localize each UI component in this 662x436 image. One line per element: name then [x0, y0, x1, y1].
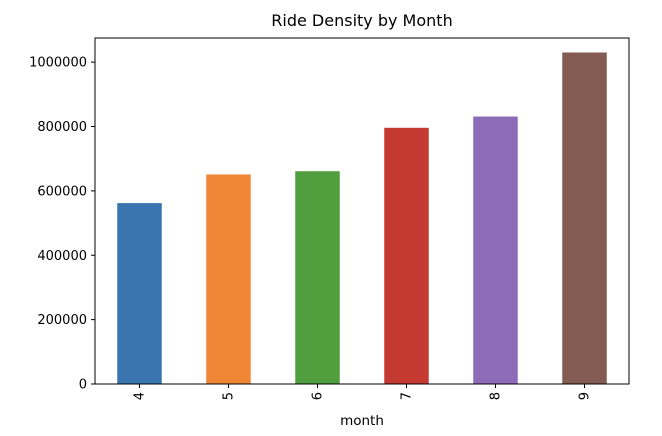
x-tick-label: 7: [400, 392, 415, 400]
chart-title: Ride Density by Month: [271, 11, 452, 30]
x-axis-label: month: [340, 413, 384, 429]
bars-layer: [117, 52, 607, 385]
y-tick-label: 600000: [37, 184, 87, 199]
bar-month-6: [295, 171, 340, 384]
y-tick-label: 400000: [37, 249, 87, 264]
bar-month-7: [384, 127, 429, 384]
x-tick-label: 5: [222, 392, 237, 400]
x-axis: 4 5 6 7 8 9: [133, 384, 593, 400]
x-tick-label: 4: [133, 392, 148, 400]
x-tick-label: 9: [578, 392, 593, 400]
x-tick-label: 8: [489, 392, 504, 400]
y-tick-label: 0: [79, 378, 87, 393]
bar-month-8: [473, 116, 518, 385]
y-tick-label: 1000000: [29, 56, 87, 71]
x-tick-label: 6: [311, 392, 326, 400]
bar-month-9: [562, 52, 607, 384]
plot-frame: [94, 37, 630, 385]
bar-month-4: [117, 203, 162, 384]
y-axis: 0 200000 400000 600000 800000 1000000: [29, 56, 95, 393]
y-tick-label: 200000: [37, 313, 87, 328]
bar-month-5: [206, 174, 251, 384]
y-tick-label: 800000: [37, 120, 87, 135]
